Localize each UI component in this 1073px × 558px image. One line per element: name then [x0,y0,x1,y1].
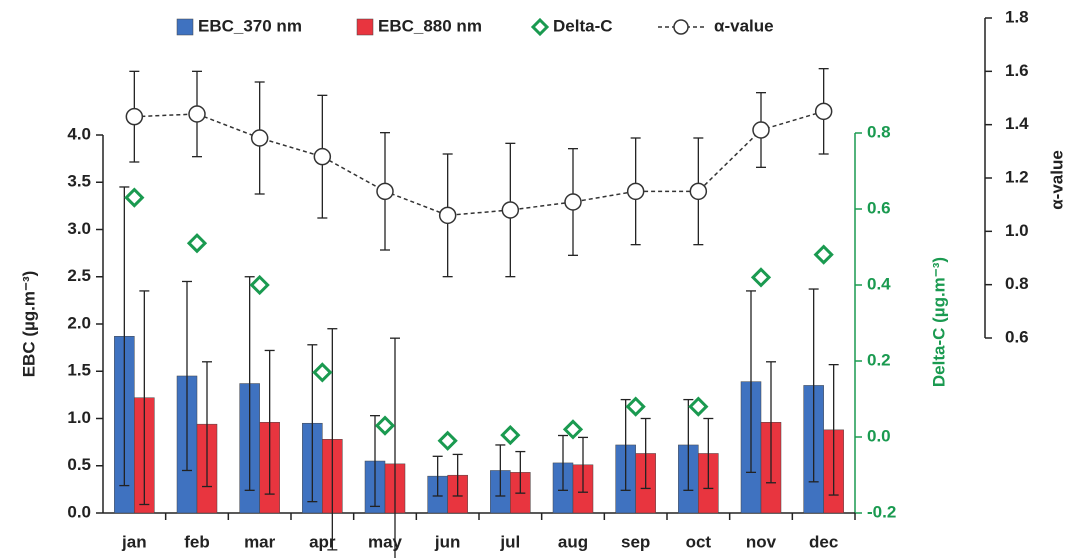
x-tick-label: jan [121,532,147,551]
circle-marker [814,102,833,121]
diamond-marker [688,396,709,417]
y3-tick-label: 1.0 [1005,221,1029,240]
circle-marker [626,182,645,201]
y-tick-label: 1.5 [67,361,91,380]
circle-marker [689,182,708,201]
diamond-marker [562,419,584,440]
y3-tick-label: 1.8 [1005,7,1029,26]
x-tick-label: nov [746,532,777,551]
y-tick-label: 3.0 [67,219,91,238]
y3-tick-label: 0.6 [1005,327,1029,346]
x-tick-label: may [368,532,403,551]
legend-label: Delta-C [553,16,613,35]
y-tick-label: 4.0 [67,124,91,143]
diamond-marker [813,244,834,265]
diamond-marker [437,430,458,451]
y2-tick-label: 0.6 [867,198,891,217]
legend-label: α-value [714,16,774,35]
y3-tick-label: 0.8 [1005,274,1029,293]
diamond-marker [186,233,208,254]
circle-marker [752,121,770,139]
x-tick-label: sep [621,532,650,551]
y-axis-label: EBC (µg.m⁻³) [19,271,38,378]
y-tick-label: 0.0 [67,502,91,521]
x-tick-label: feb [184,532,210,551]
diamond-marker [750,267,772,288]
diamond-marker [249,274,270,296]
y2-tick-label: 0.2 [867,350,891,369]
circle-marker [376,182,394,201]
y3-tick-label: 1.4 [1005,114,1029,133]
circle-marker [438,206,457,225]
y2-tick-label: 0.4 [867,274,891,293]
y2-tick-label: -0.2 [867,502,896,521]
y3-axis-label: α-value [1047,150,1066,210]
x-tick-label: dec [809,532,838,551]
x-tick-label: apr [309,532,336,551]
y-tick-label: 1.0 [67,408,91,427]
alpha-line [134,110,824,217]
legend-swatch [356,18,374,36]
y-tick-label: 2.0 [67,313,91,332]
y2-tick-label: 0.8 [867,122,891,141]
x-tick-label: aug [558,532,588,551]
legend-swatch [530,17,550,37]
y3-tick-label: 1.6 [1005,61,1029,80]
diamond-marker [500,424,521,446]
circle-marker [501,201,520,219]
circle-marker [188,105,206,123]
y-tick-label: 3.5 [67,172,91,191]
diamond-marker [625,396,646,417]
circle-marker [125,107,144,126]
circle-marker [250,129,269,147]
x-tick-label: jun [434,532,461,551]
y-tick-label: 2.5 [67,266,91,285]
circle-marker [564,193,582,211]
circle-marker [313,147,332,166]
y3-tick-label: 1.2 [1005,167,1029,186]
legend-label: EBC_370 nm [198,16,302,35]
legend-label: EBC_880 nm [378,16,482,35]
x-tick-label: jul [499,532,520,551]
diamond-marker [374,415,396,436]
x-tick-label: oct [686,532,712,551]
legend-swatch [673,19,689,35]
legend-swatch [176,18,194,36]
diamond-marker [124,187,145,208]
y2-tick-label: 0.0 [867,426,891,445]
diamond-marker [312,362,333,383]
y-tick-label: 0.5 [67,455,91,474]
x-tick-label: mar [244,532,276,551]
y2-axis-label: Delta-C (µg.m⁻³) [929,257,948,387]
